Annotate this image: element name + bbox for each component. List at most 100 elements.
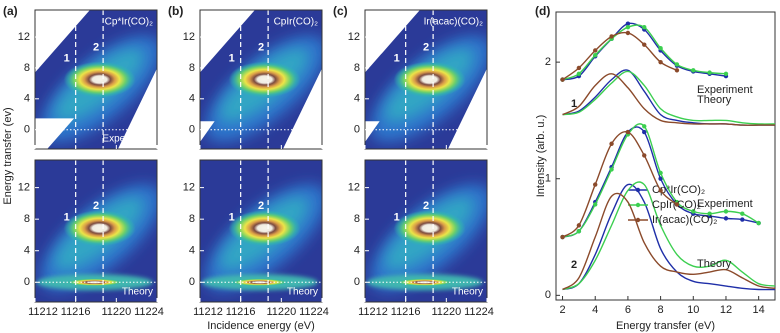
data-point bbox=[609, 141, 614, 146]
annotation: Theory bbox=[697, 258, 732, 270]
theory-line bbox=[562, 70, 776, 125]
theory-line bbox=[562, 69, 775, 126]
heatmap bbox=[365, 10, 487, 149]
marker-label: 1 bbox=[64, 53, 70, 65]
data-point bbox=[642, 42, 647, 47]
heatmap bbox=[200, 10, 322, 149]
y-tick-label: 8 bbox=[354, 62, 360, 74]
heatmap-peak bbox=[393, 210, 466, 247]
marker-label: 2 bbox=[258, 41, 264, 53]
y-tick-label: 0 bbox=[354, 124, 360, 136]
y-tick-label: 12 bbox=[18, 182, 30, 194]
data-point bbox=[674, 202, 680, 207]
data-point bbox=[740, 217, 745, 222]
y-tick-label: 0 bbox=[189, 124, 195, 136]
data-point bbox=[642, 124, 647, 129]
y-tick-label: 4 bbox=[354, 245, 360, 257]
frame bbox=[199, 9, 323, 150]
heatmap-peak bbox=[228, 61, 301, 98]
map-label: Cp*Ir(CO)₂ bbox=[105, 17, 153, 28]
x-tick-label: 11216 bbox=[391, 306, 421, 318]
no-data bbox=[365, 121, 380, 143]
heatmap bbox=[365, 160, 487, 302]
data-point bbox=[625, 24, 631, 30]
x-tick-label: 11216 bbox=[226, 306, 256, 318]
data-point bbox=[642, 129, 647, 135]
data-point bbox=[658, 45, 663, 51]
panel-label: (c) bbox=[333, 4, 348, 18]
data-point bbox=[593, 48, 598, 53]
y-tick-label: 8 bbox=[24, 62, 30, 74]
y-tick-label: 12 bbox=[348, 31, 360, 43]
experiment-line bbox=[562, 130, 678, 238]
marker-label: 2 bbox=[423, 200, 429, 212]
legend-marker bbox=[635, 187, 641, 193]
y-tick-label: 12 bbox=[18, 31, 30, 43]
y-tick-label: 0 bbox=[545, 289, 551, 301]
data-point bbox=[576, 65, 582, 71]
y-tick-label: 0 bbox=[24, 276, 30, 288]
no-data bbox=[117, 68, 157, 149]
frame bbox=[34, 9, 158, 150]
data-point bbox=[658, 188, 663, 193]
plot-frame bbox=[555, 11, 776, 301]
data-point bbox=[609, 34, 614, 39]
data-point bbox=[642, 24, 647, 30]
no-data bbox=[35, 118, 75, 149]
data-point bbox=[723, 216, 729, 221]
x-tick-label: 12 bbox=[720, 304, 732, 316]
marker-label: 2 bbox=[93, 200, 99, 212]
experiment-line bbox=[562, 24, 727, 81]
data-point bbox=[576, 229, 582, 234]
x-tick-label: 11224 bbox=[464, 306, 494, 318]
x-tick-label: 11212 bbox=[193, 306, 223, 318]
data-point bbox=[658, 59, 663, 65]
frame bbox=[364, 9, 488, 150]
data-point bbox=[625, 21, 631, 26]
marker-label: 2 bbox=[258, 200, 264, 212]
theory-line bbox=[562, 192, 776, 291]
marker-label: 2 bbox=[93, 41, 99, 53]
x-tick-label: 14 bbox=[753, 304, 765, 316]
heatmap-peak bbox=[63, 61, 136, 98]
y-tick-label: 4 bbox=[354, 93, 360, 105]
y-tick-label: 4 bbox=[189, 245, 195, 257]
y-tick-label: 8 bbox=[189, 213, 195, 225]
marker-label: 1 bbox=[229, 212, 235, 224]
marker-label: 2 bbox=[423, 41, 429, 53]
data-point bbox=[625, 129, 631, 135]
data-point bbox=[707, 70, 712, 75]
y-tick-label: 4 bbox=[24, 93, 30, 105]
map-label: Ir(acac)(CO)₂ bbox=[424, 17, 484, 28]
data-point bbox=[625, 30, 631, 36]
heatmap-peak bbox=[228, 210, 301, 247]
y-tick-label: 4 bbox=[24, 245, 30, 257]
heatmap bbox=[35, 160, 157, 302]
data-point bbox=[723, 209, 729, 214]
frame bbox=[34, 159, 158, 303]
annotation: Experiment bbox=[697, 198, 753, 210]
marker-label: 1 bbox=[229, 53, 235, 65]
data-point bbox=[674, 62, 680, 67]
y-tick-label: 2 bbox=[545, 56, 551, 68]
y-tick-label: 12 bbox=[348, 182, 360, 194]
y-tick-label: 12 bbox=[183, 31, 195, 43]
data-point bbox=[740, 211, 745, 216]
no-data bbox=[282, 68, 322, 149]
annotation: Theory bbox=[697, 94, 732, 106]
x-tick-label: 11224 bbox=[299, 306, 329, 318]
map-annotation: Theory bbox=[452, 287, 483, 298]
annotation: 2 bbox=[571, 259, 577, 271]
data-point bbox=[609, 167, 614, 172]
annotation: Experiment bbox=[697, 84, 753, 96]
panel-label: (d) bbox=[535, 4, 550, 18]
theory-line bbox=[562, 181, 776, 291]
data-point bbox=[658, 170, 663, 176]
heatmap bbox=[35, 10, 157, 149]
panel-label: (a) bbox=[3, 4, 18, 18]
legend-label: Ir(acac)(CO)₂ bbox=[652, 214, 717, 226]
x-tick-label: 8 bbox=[658, 304, 664, 316]
x-tick-label: 6 bbox=[625, 304, 631, 316]
no-data bbox=[200, 10, 255, 73]
